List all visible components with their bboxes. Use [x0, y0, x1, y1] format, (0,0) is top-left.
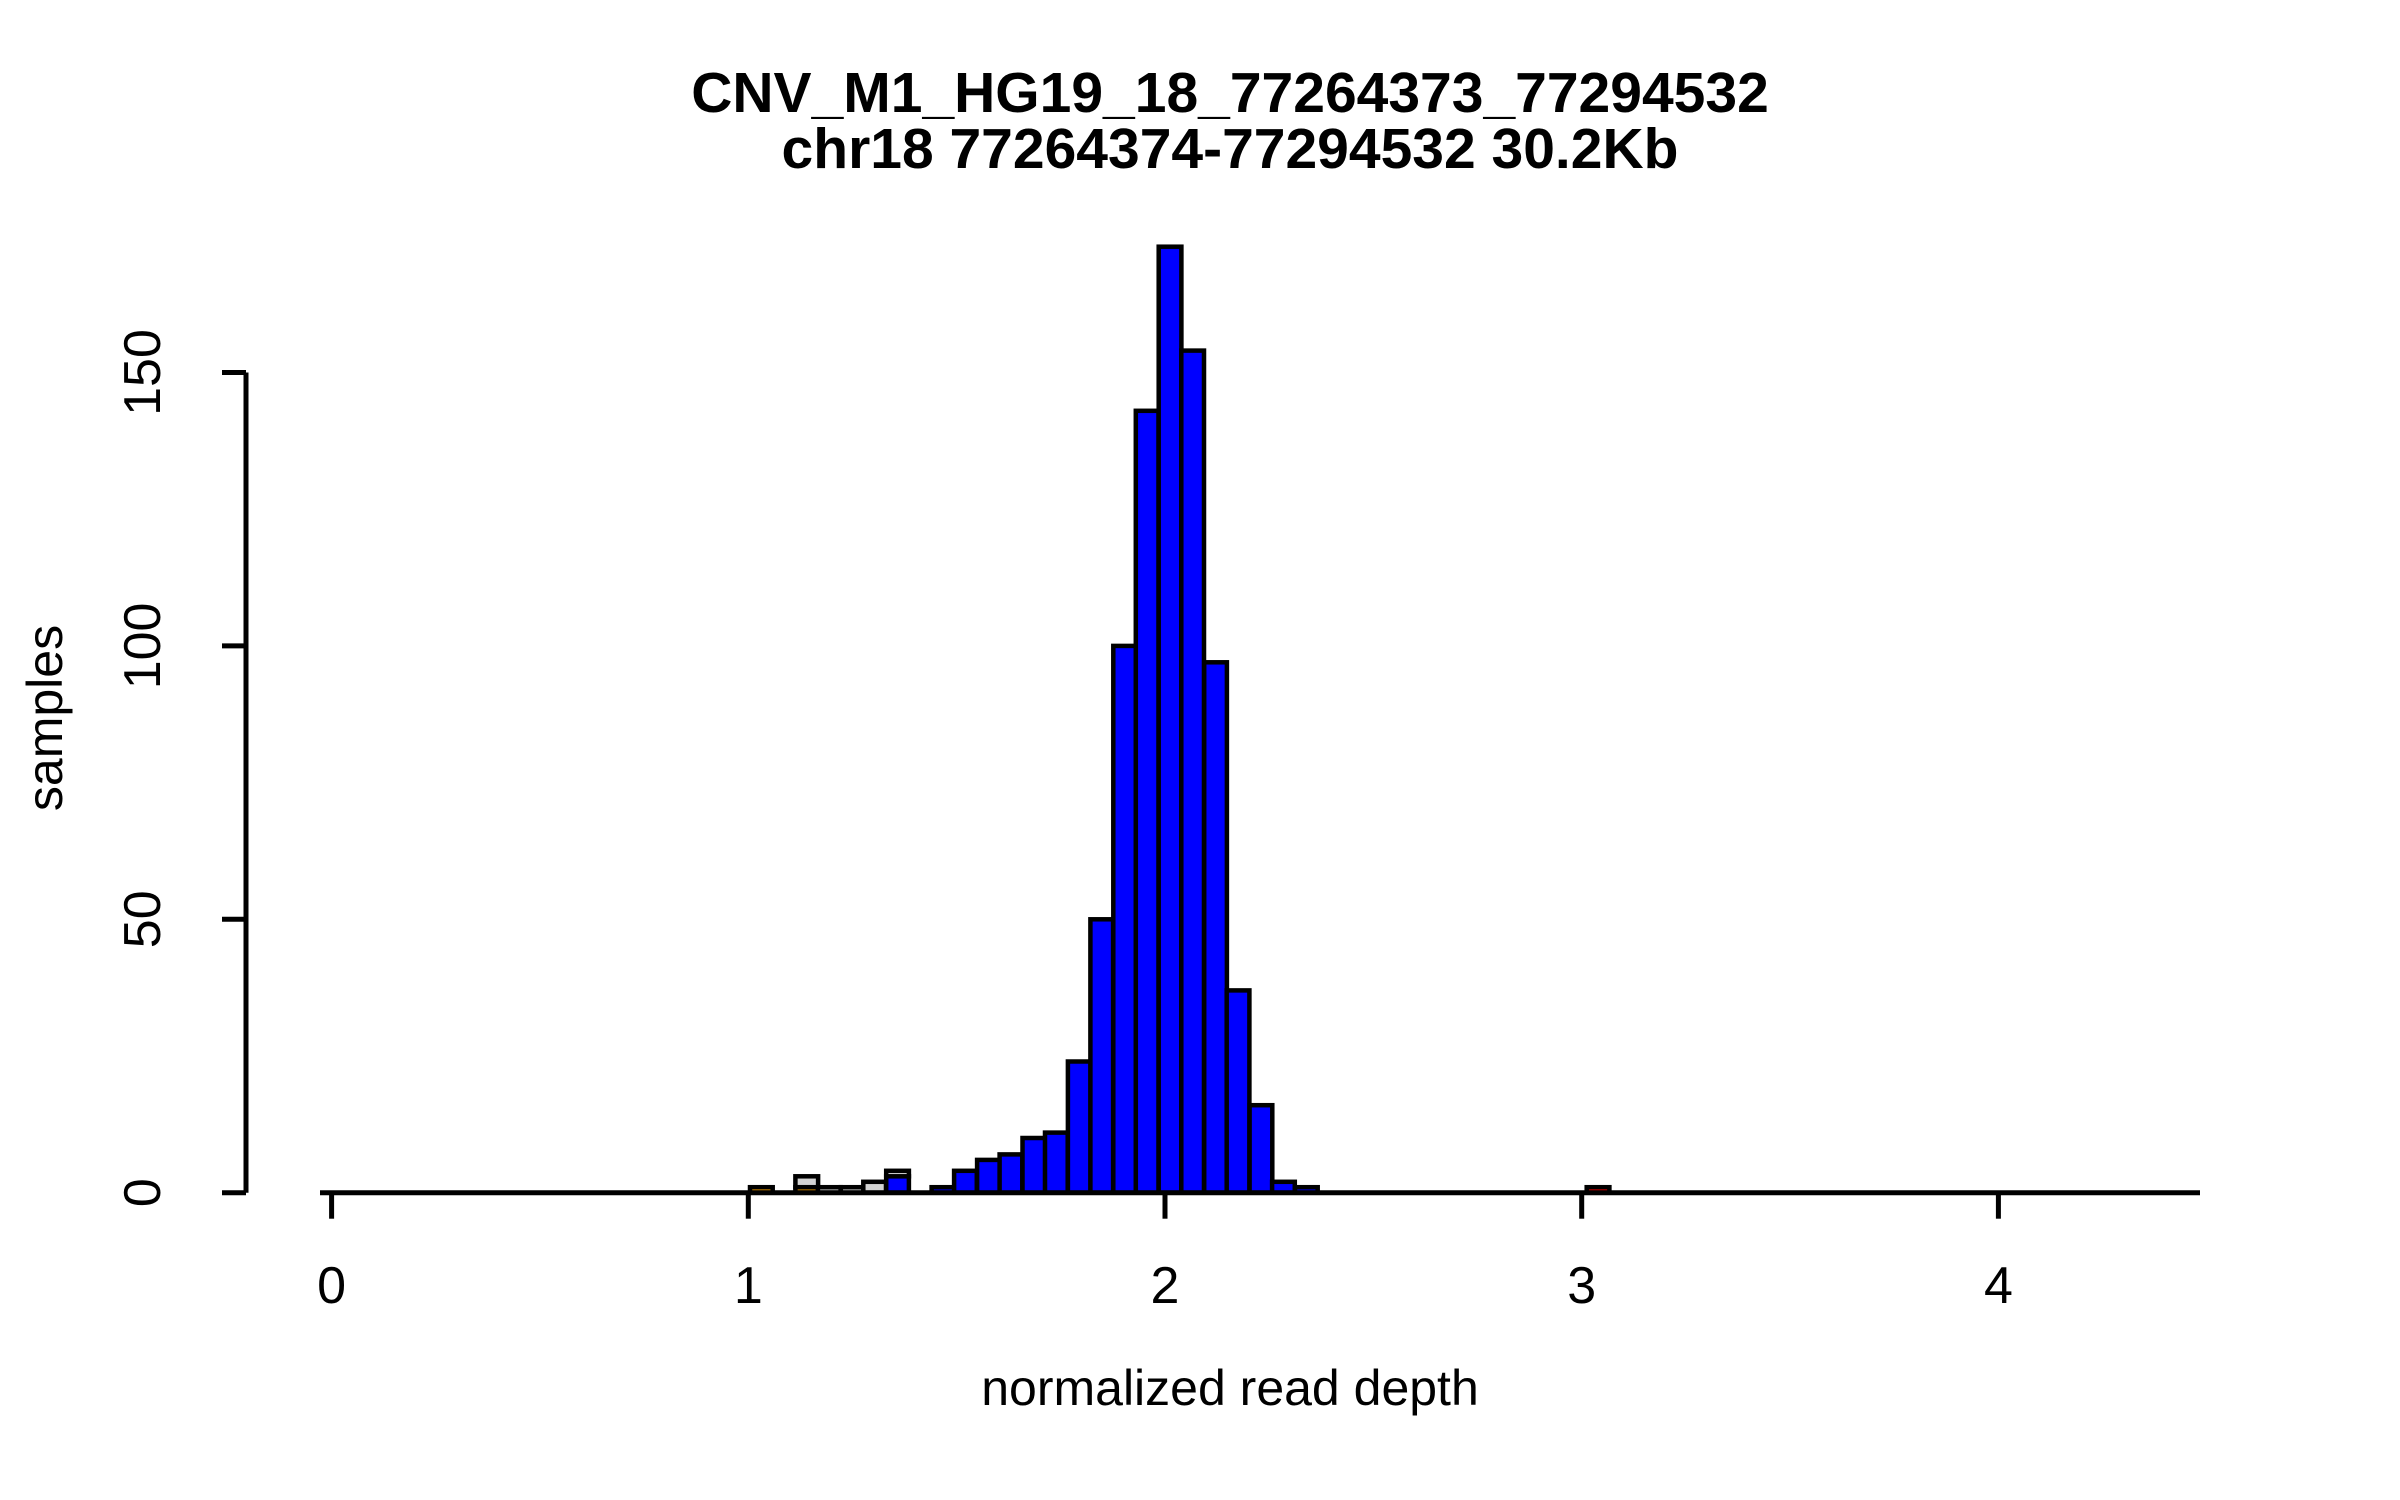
histogram-bars	[747, 244, 1612, 1195]
y-axis-title: samples	[17, 625, 73, 811]
histogram-bar-segment-blue	[1042, 1130, 1070, 1195]
histogram-bar-segment-blue	[951, 1168, 980, 1195]
histogram-bar-segment-blue	[1065, 1059, 1093, 1195]
histogram-bar-segment-blue	[1088, 917, 1116, 1195]
y-tick-label: 50	[114, 890, 172, 948]
x-tick-label: 2	[1151, 1257, 1180, 1315]
histogram-bar-segment-blue	[1247, 1102, 1275, 1195]
histogram-bar-segment-blue	[1111, 643, 1139, 1195]
axes: 0 1 2 3 4 0 50 100 150	[114, 329, 2200, 1315]
histogram-bar-segment-blue	[1224, 988, 1252, 1195]
histogram-bar-segment-gray	[883, 1168, 912, 1179]
histogram-bar-segment-blue	[1133, 408, 1161, 1195]
plot-subtitle: chr18 77264374-77294532 30.2Kb	[782, 117, 1679, 181]
histogram-bar-segment-gray	[793, 1174, 821, 1190]
y-tick-label: 150	[114, 329, 172, 416]
x-tick-label: 4	[1984, 1257, 2013, 1315]
histogram-bar-segment-blue	[1201, 660, 1230, 1195]
histogram-bar-segment-blue	[1179, 348, 1207, 1195]
x-tick-label: 3	[1567, 1257, 1596, 1315]
y-tick-label: 100	[114, 603, 172, 690]
x-tick-label: 1	[734, 1257, 763, 1315]
x-axis-title: normalized read depth	[981, 1360, 1479, 1416]
y-tick-label: 0	[114, 1178, 172, 1207]
histogram-bar-segment-blue	[1020, 1135, 1048, 1195]
x-tick-label: 0	[317, 1257, 346, 1315]
plot-title: CNV_M1_HG19_18_77264373_77294532	[691, 61, 1769, 125]
histogram-bar-segment-blue	[997, 1152, 1025, 1195]
histogram-bar-segment-blue	[1156, 244, 1184, 1195]
histogram-bar-segment-blue	[974, 1157, 1003, 1195]
